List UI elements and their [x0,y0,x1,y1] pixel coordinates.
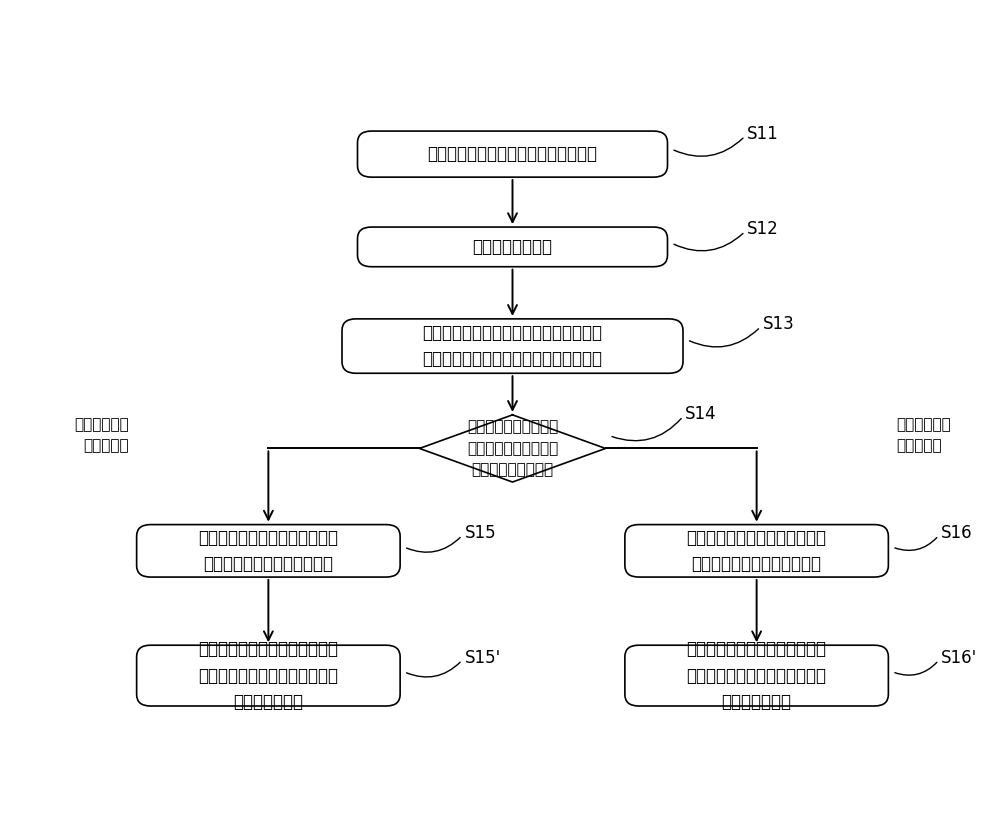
Text: 为正数且大于
第一预设值: 为正数且大于 第一预设值 [74,418,129,454]
Text: 接收用户的启动车内环境舒适控制请求: 接收用户的启动车内环境舒适控制请求 [428,145,598,163]
Text: 判定当前车内温度高于车内环境
舒适要求，启动车辆降温系统: 判定当前车内温度高于车内环境 舒适要求，启动车辆降温系统 [687,529,827,573]
Text: 判定当前车内温度低于车内环境
舒适要求，启动车辆加热系统: 判定当前车内温度低于车内环境 舒适要求，启动车辆加热系统 [198,529,338,573]
Text: S16': S16' [941,649,977,666]
Text: 为负数且小于
第二预设值: 为负数且小于 第二预设值 [896,418,951,454]
Text: 使车辆加热系统运行第一预设时
间段，然后关闭该车辆加热系统
中的至少一部分: 使车辆加热系统运行第一预设时 间段，然后关闭该车辆加热系统 中的至少一部分 [198,640,338,711]
Text: 该差值为正数且大于第
一预设值、或者为负数
且小于第二预设值？: 该差值为正数且大于第 一预设值、或者为负数 且小于第二预设值？ [467,420,558,478]
Text: S16: S16 [941,524,973,542]
Text: S13: S13 [763,315,795,333]
FancyBboxPatch shape [625,524,888,577]
FancyBboxPatch shape [342,319,683,373]
Text: S11: S11 [747,125,779,143]
FancyBboxPatch shape [358,131,668,177]
FancyBboxPatch shape [358,227,668,267]
Text: S15': S15' [464,649,501,666]
FancyBboxPatch shape [137,524,400,577]
Text: 检测当前车内温度: 检测当前车内温度 [473,238,552,256]
Text: S14: S14 [685,405,717,423]
Text: S15: S15 [464,524,496,542]
FancyBboxPatch shape [137,645,400,706]
Polygon shape [420,415,606,482]
FancyBboxPatch shape [625,645,888,706]
Text: 使车辆降温系统运行第二预设时
间段，然后关闭该车辆降温系统
中的至少一部分: 使车辆降温系统运行第二预设时 间段，然后关闭该车辆降温系统 中的至少一部分 [687,640,827,711]
Text: 获取用户上一次设置的车内温度值，并计
算该车内温度值与当前车内温度之间差值: 获取用户上一次设置的车内温度值，并计 算该车内温度值与当前车内温度之间差值 [422,324,602,368]
Text: S12: S12 [747,220,779,238]
